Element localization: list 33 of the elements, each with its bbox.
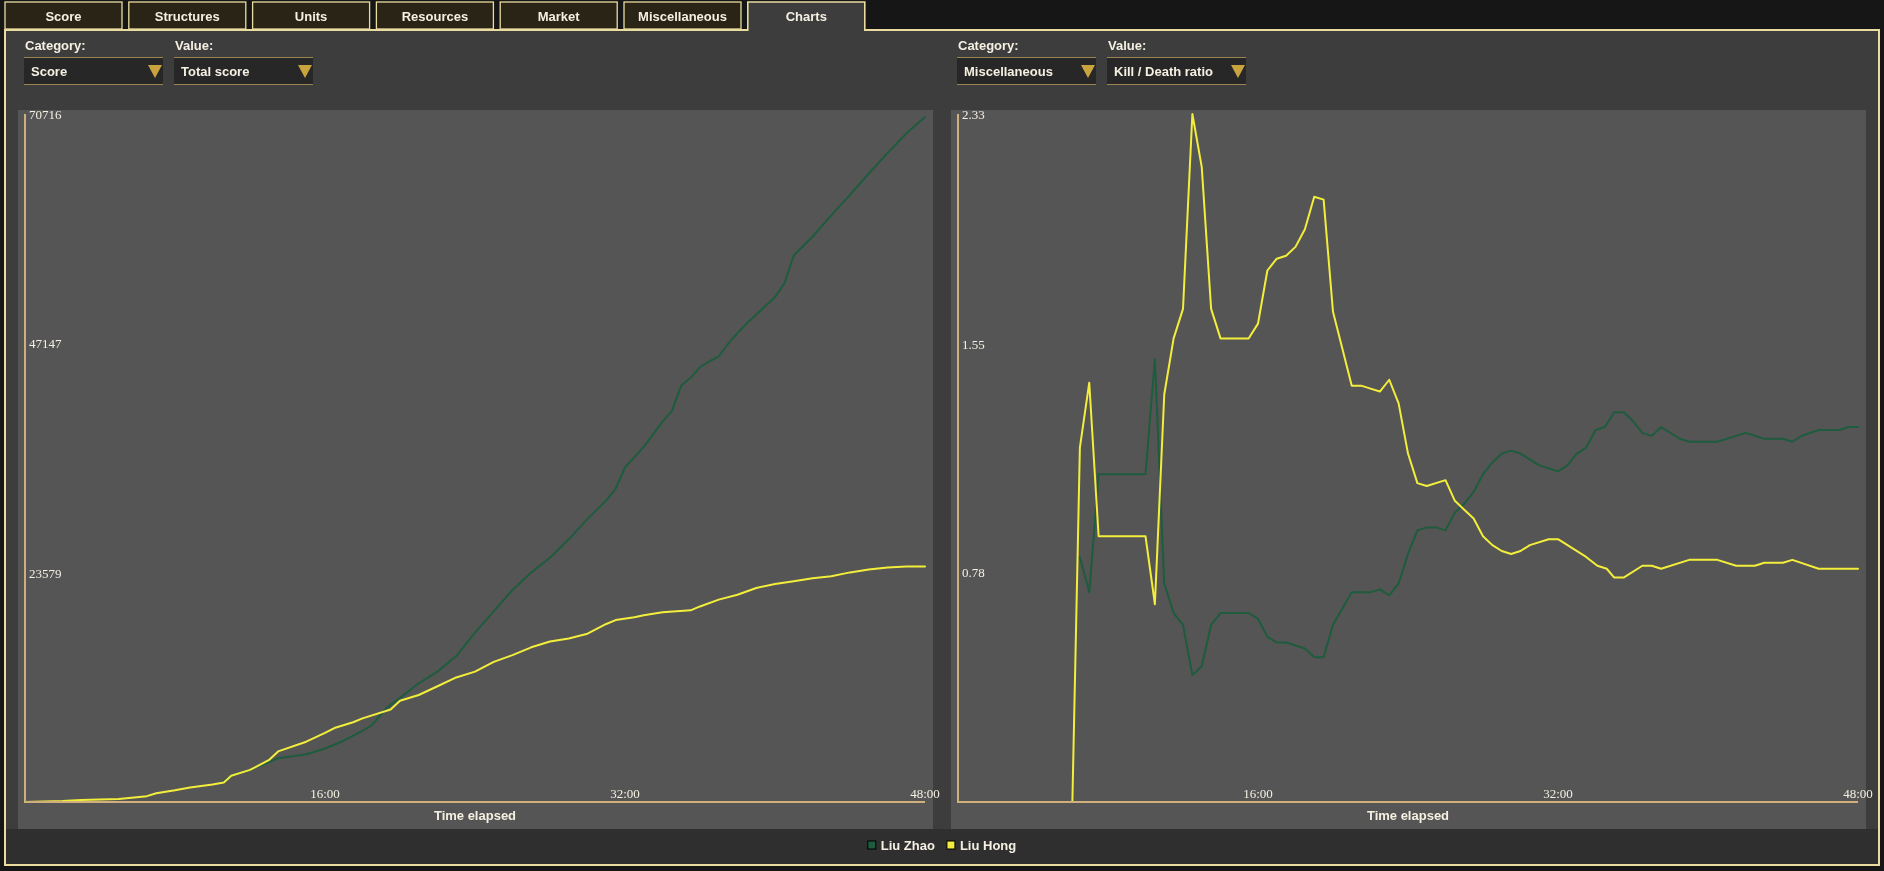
dropdown: Score — [23, 57, 164, 85]
y-tick-label: 1.55 — [962, 336, 985, 352]
dropdown: Kill / Death ratio — [1106, 57, 1247, 85]
text: Category: — [958, 37, 1019, 53]
legend-label: Liu Zhao — [880, 837, 935, 853]
text: Value: — [175, 37, 214, 53]
x-axis-title: Time elapsed — [1366, 807, 1450, 823]
tab: Structures — [128, 1, 247, 30]
y-tick-label: 0.78 — [962, 564, 985, 580]
tab: Market — [499, 1, 618, 30]
line-series — [220, 116, 926, 784]
tab: Charts — [747, 1, 866, 33]
x-tick-label: 16:00 — [1243, 786, 1273, 801]
x-tick-label: 16:00 — [310, 786, 340, 801]
y-tick-label: 47147 — [29, 335, 62, 351]
x-tick-label: 48:00 — [1843, 786, 1873, 801]
x-tick-label: 32:00 — [610, 786, 640, 801]
y-tick-label: 70716 — [29, 106, 62, 122]
text: Value: — [1108, 37, 1147, 53]
x-axis-title: Time elapsed — [433, 807, 517, 823]
y-tick-label: 23579 — [29, 565, 62, 581]
tab: Resources — [375, 1, 495, 30]
tab: Miscellaneous — [623, 1, 742, 30]
line-series — [1078, 358, 1859, 677]
dropdown: Total score — [173, 57, 314, 85]
tab: Units — [251, 1, 371, 30]
y-tick-label: 2.33 — [962, 106, 985, 122]
x-tick-label: 48:00 — [910, 786, 940, 801]
legend-label: Liu Hong — [959, 837, 1017, 853]
dropdown: Miscellaneous — [956, 57, 1097, 85]
x-tick-label: 32:00 — [1543, 786, 1573, 801]
text: Category: — [25, 37, 86, 53]
tab: Score — [4, 1, 123, 30]
